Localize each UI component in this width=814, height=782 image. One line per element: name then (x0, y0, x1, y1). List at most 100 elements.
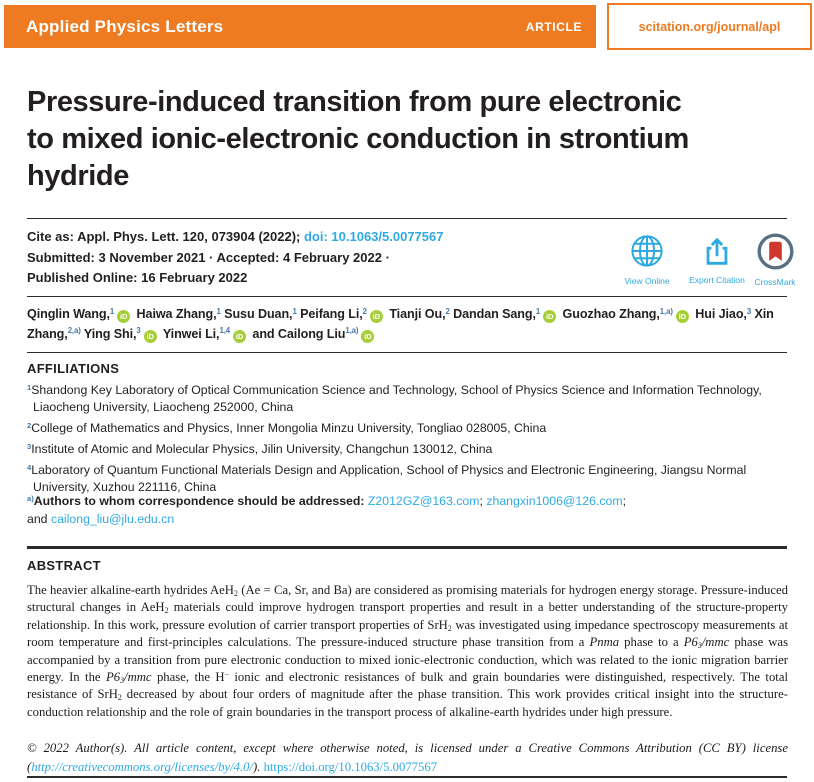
text-segment: a) (27, 493, 34, 503)
text-segment: Authors to whom correspondence should be… (33, 494, 368, 508)
text-segment: Xin Zhang, (27, 307, 774, 341)
text-segment: 1,4 (219, 326, 231, 336)
text-segment: Ying Shi, (80, 326, 137, 341)
text-segment: − (224, 669, 229, 679)
affiliation-item: 4Laboratory of Quantum Functional Materi… (27, 462, 793, 496)
text-segment: Dandan Sang, (449, 307, 536, 321)
text-segment: 3 (746, 306, 752, 316)
orcid-icon[interactable]: iD (117, 310, 131, 323)
crossmark-label: CrossMark (754, 277, 796, 287)
divider-abstract (27, 546, 787, 549)
text-segment: 2 (27, 420, 32, 430)
divider-bottom (27, 776, 787, 778)
text-segment: 2,a) (67, 326, 81, 336)
citation-block: Cite as: Appl. Phys. Lett. 120, 073904 (… (27, 227, 627, 289)
text-segment: P6 (683, 635, 698, 650)
crossmark-button[interactable]: CrossMark (744, 233, 806, 287)
text-segment: 2 (164, 606, 169, 616)
text-segment: 3 (120, 675, 125, 685)
text-segment: 4 (27, 462, 32, 472)
text-segment: phase was accompanied by a transition fr… (27, 635, 789, 685)
cc-license-link[interactable]: http://creativecommons.org/licenses/by/4… (31, 759, 253, 774)
view-online-button[interactable]: View Online (616, 233, 678, 286)
published-online-line: Published Online: 16 February 2022 (27, 268, 627, 289)
text-segment: 1 (216, 306, 221, 316)
divider-top (27, 218, 787, 219)
text-segment: ; (479, 494, 487, 508)
view-online-label: View Online (624, 276, 670, 286)
text-segment: ). (252, 759, 264, 774)
text-segment: 1 (27, 382, 32, 392)
text-segment: decreased by about four orders of magnit… (27, 687, 788, 719)
text-segment: 120 (182, 229, 205, 244)
doi-link[interactable]: doi: 10.1063/5.0077567 (303, 229, 444, 244)
text-segment: Cite as: Appl. Phys. Lett. (27, 229, 183, 244)
correspondence-note: a)Authors to whom correspondence should … (27, 493, 793, 528)
export-citation-button[interactable]: Export Citation (683, 236, 751, 285)
text-segment: Pnma (589, 635, 620, 650)
text-segment: Shandong Key Laboratory of Optical Commu… (31, 383, 762, 414)
affiliation-item: 2College of Mathematics and Physics, Inn… (27, 420, 793, 437)
text-segment: , 073904 (2022); (204, 229, 304, 244)
text-segment: Guozhao Zhang, (559, 307, 660, 321)
text-segment: 3 (27, 441, 32, 451)
text-segment: © 2022 Author(s). All article content, e… (27, 741, 788, 774)
text-segment: Tianji Ou, (385, 307, 446, 321)
text-segment: 1 (109, 306, 115, 316)
text-segment: ionic and electronic resistances of bulk… (27, 670, 788, 702)
text-segment: Haiwa Zhang, (133, 307, 217, 321)
email-link-3[interactable]: cailong_liu@jlu.edu.cn (50, 511, 175, 526)
affiliation-item: 1Shandong Key Laboratory of Optical Comm… (27, 382, 793, 416)
text-segment: 3 (136, 326, 141, 336)
export-icon (706, 237, 728, 265)
text-segment: Peifang Li, (296, 307, 363, 321)
footer-doi-link[interactable]: https://doi.org/10.1063/5.0077567 (263, 759, 438, 774)
affiliations-list: 1Shandong Key Laboratory of Optical Comm… (27, 382, 793, 500)
orcid-icon[interactable]: iD (675, 310, 689, 323)
export-citation-label: Export Citation (689, 275, 745, 285)
text-segment: Susu Duan, (220, 307, 293, 321)
text-segment: 1,a) (345, 326, 359, 336)
submitted-accepted-line: Submitted: 3 November 2021 · Accepted: 4… (27, 248, 627, 269)
journal-url-link[interactable]: scitation.org/journal/apl (638, 19, 781, 34)
text-segment: ; (622, 494, 626, 508)
orcid-icon[interactable]: iD (143, 329, 157, 343)
text-segment: Submitted: 3 November 2021 · Accepted: 4… (27, 249, 390, 265)
orcid-icon[interactable]: iD (233, 329, 247, 343)
text-segment: materials could improve hydrogen transpo… (27, 600, 789, 632)
divider-authors-top (27, 296, 787, 297)
text-segment: 2 (445, 306, 450, 316)
article-type-badge: ARTICLE (525, 19, 582, 34)
text-segment: and (27, 511, 51, 526)
text-segment: Hui Jiao, (691, 307, 747, 321)
text-segment: Pressure-induced transition from pure el… (27, 86, 682, 118)
text-segment: phase to a (619, 635, 684, 650)
text-segment: /mmc (124, 670, 152, 685)
email-link-2[interactable]: zhangxin1006@126.com (486, 494, 623, 508)
text-segment: College of Mathematics and Physics, Inne… (31, 421, 547, 435)
text-segment: hydride (27, 160, 129, 192)
crossmark-icon (757, 233, 793, 270)
text-segment: and Cailong Liu (249, 326, 346, 341)
text-segment: 1 (535, 306, 541, 316)
text-segment: /mmc (701, 635, 730, 650)
text-segment: 1 (292, 306, 297, 316)
author-list: Qinglin Wang,1iD Haiwa Zhang,1 Susu Duan… (27, 305, 797, 344)
abstract-heading: ABSTRACT (27, 558, 101, 573)
abstract-body: The heavier alkaline-earth hydrides AeH2… (27, 582, 788, 721)
email-link-1[interactable]: Z2012GZ@163.com (367, 494, 480, 508)
orcid-icon[interactable]: iD (369, 310, 383, 323)
affiliations-heading: AFFILIATIONS (27, 361, 120, 376)
text-segment: was investigated using impedance spectro… (27, 617, 788, 650)
journal-url-box[interactable]: scitation.org/journal/apl (607, 3, 812, 50)
orcid-icon[interactable]: iD (361, 329, 375, 343)
divider-authors-bottom (27, 352, 787, 353)
text-segment: to mixed ionic-electronic conduction in … (27, 123, 689, 155)
cite-as-line: Cite as: Appl. Phys. Lett. 120, 073904 (… (27, 227, 627, 248)
journal-title: Applied Physics Letters (26, 16, 224, 36)
text-segment: phase, the H (151, 670, 225, 685)
text-segment: P6 (106, 670, 121, 685)
text-segment: Published Online: 16 February 2022 (27, 270, 248, 285)
orcid-icon[interactable]: iD (543, 310, 557, 323)
